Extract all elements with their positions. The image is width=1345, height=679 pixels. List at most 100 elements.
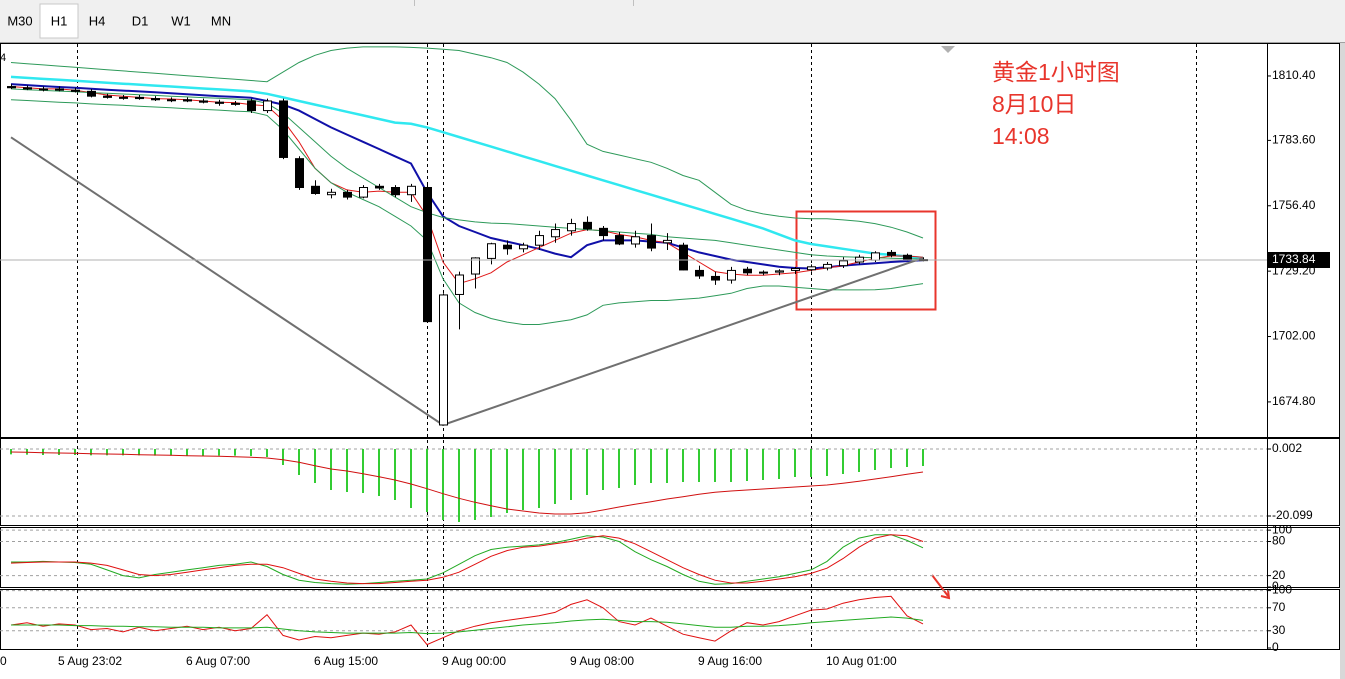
candle-body bbox=[247, 100, 256, 112]
candle-body bbox=[39, 88, 48, 91]
histogram-bar bbox=[682, 449, 684, 482]
histogram-bar bbox=[42, 449, 44, 455]
indicator-line bbox=[11, 616, 924, 635]
histogram-bar bbox=[746, 449, 748, 481]
stoch-panel-frame bbox=[0, 527, 1340, 588]
candle-body bbox=[839, 260, 848, 267]
x-tick-label: 9 Aug 00:00 bbox=[442, 654, 506, 668]
histogram-bar bbox=[586, 449, 588, 495]
histogram-bar bbox=[138, 449, 140, 456]
histogram-bar bbox=[154, 449, 156, 456]
candle-body bbox=[103, 95, 112, 98]
candle-body bbox=[7, 86, 16, 89]
main-panel-frame bbox=[0, 43, 1340, 438]
histogram-bar bbox=[490, 449, 492, 517]
candle-body bbox=[567, 223, 576, 232]
histogram-bar bbox=[634, 449, 636, 485]
y-tick-label: 100 bbox=[1272, 522, 1292, 536]
y-tick-label: 70 bbox=[1272, 600, 1286, 614]
histogram-bar bbox=[506, 449, 508, 513]
candle-body bbox=[759, 271, 768, 274]
panel-frames bbox=[0, 43, 1340, 650]
candle-body bbox=[311, 185, 320, 195]
y-tick-label: 0 bbox=[1272, 579, 1279, 593]
histogram-bar bbox=[202, 449, 204, 456]
y-tick-label: 20 bbox=[1272, 568, 1286, 582]
indicator-line bbox=[10, 99, 924, 325]
candle-body bbox=[503, 244, 512, 250]
candle-body bbox=[663, 239, 672, 244]
indicator-line bbox=[10, 534, 924, 585]
candle-body bbox=[23, 87, 32, 90]
histogram-bar bbox=[458, 449, 460, 522]
candle-body bbox=[167, 99, 176, 102]
toolbar bbox=[0, 0, 1345, 42]
candle-body bbox=[631, 236, 640, 245]
timeframe-button[interactable]: D1 bbox=[132, 13, 149, 28]
y-tick-label: 1810.40 bbox=[1272, 68, 1316, 82]
histogram-bar bbox=[554, 449, 556, 504]
x-tick-label: 10 Aug 01:00 bbox=[826, 654, 897, 668]
candle-body bbox=[583, 221, 592, 230]
histogram-bar bbox=[378, 449, 380, 496]
y-tick-label: 0 bbox=[1272, 640, 1279, 654]
timeframe-button[interactable]: M30 bbox=[7, 13, 32, 28]
candle-body bbox=[279, 100, 288, 158]
candle-body bbox=[535, 235, 544, 246]
indicator-line bbox=[10, 86, 924, 285]
highlight-box bbox=[795, 210, 937, 311]
candle-body bbox=[887, 251, 896, 256]
indicator-line bbox=[10, 595, 924, 646]
histogram-bar bbox=[474, 449, 476, 520]
histogram-bar bbox=[426, 449, 428, 512]
candle-body bbox=[215, 101, 224, 104]
histogram-bar bbox=[186, 449, 188, 456]
candle-body bbox=[119, 96, 128, 99]
candle-body bbox=[391, 186, 400, 196]
histogram-bar bbox=[170, 449, 172, 456]
timeframe-button[interactable]: MN bbox=[211, 13, 231, 28]
histogram-bar bbox=[762, 449, 764, 480]
histogram-bar bbox=[698, 449, 700, 482]
candle-body bbox=[407, 185, 416, 196]
histogram-bar bbox=[794, 449, 796, 477]
candle-body bbox=[327, 191, 336, 196]
annotation-arrow bbox=[931, 574, 951, 600]
y-tick-label: 1702.00 bbox=[1272, 329, 1316, 343]
x-tick-label: 5 Aug 23:02 bbox=[58, 654, 122, 668]
indicator-line bbox=[10, 83, 924, 270]
candle-body bbox=[791, 268, 800, 271]
window-edge bbox=[1340, 43, 1345, 679]
shift-marker bbox=[941, 46, 955, 53]
timeframe-button-active bbox=[39, 3, 79, 39]
y-tick-label: 0.002 bbox=[1272, 441, 1302, 455]
candle-body bbox=[375, 185, 384, 189]
timeframe-button[interactable]: W1 bbox=[171, 13, 191, 28]
price-label-box bbox=[1268, 251, 1330, 268]
timeframe-button[interactable]: H4 bbox=[89, 13, 106, 28]
timeframe-button[interactable]: H1 bbox=[51, 13, 68, 28]
histogram-bar bbox=[730, 449, 732, 482]
candle-body bbox=[295, 158, 304, 188]
candle-body bbox=[343, 191, 352, 198]
y-tick-label: 80 bbox=[1272, 534, 1286, 548]
histogram-bar bbox=[666, 449, 668, 483]
candle-body bbox=[151, 98, 160, 101]
histogram-bar bbox=[858, 449, 860, 472]
histogram-bar bbox=[714, 449, 716, 482]
histogram-bar bbox=[778, 449, 780, 479]
candle-body bbox=[263, 100, 272, 112]
candle-body bbox=[823, 263, 832, 269]
candle-body bbox=[775, 270, 784, 273]
annotation: 14:08 bbox=[992, 123, 1050, 149]
candle-body bbox=[903, 254, 912, 261]
histogram-bar bbox=[906, 449, 908, 467]
macd-panel-frame bbox=[0, 438, 1340, 526]
candle-body bbox=[711, 275, 720, 281]
candle-body bbox=[231, 102, 240, 105]
candle-body bbox=[199, 100, 208, 103]
histogram-bar bbox=[410, 449, 412, 508]
candle-body bbox=[647, 235, 656, 249]
histogram-bar bbox=[58, 449, 60, 455]
